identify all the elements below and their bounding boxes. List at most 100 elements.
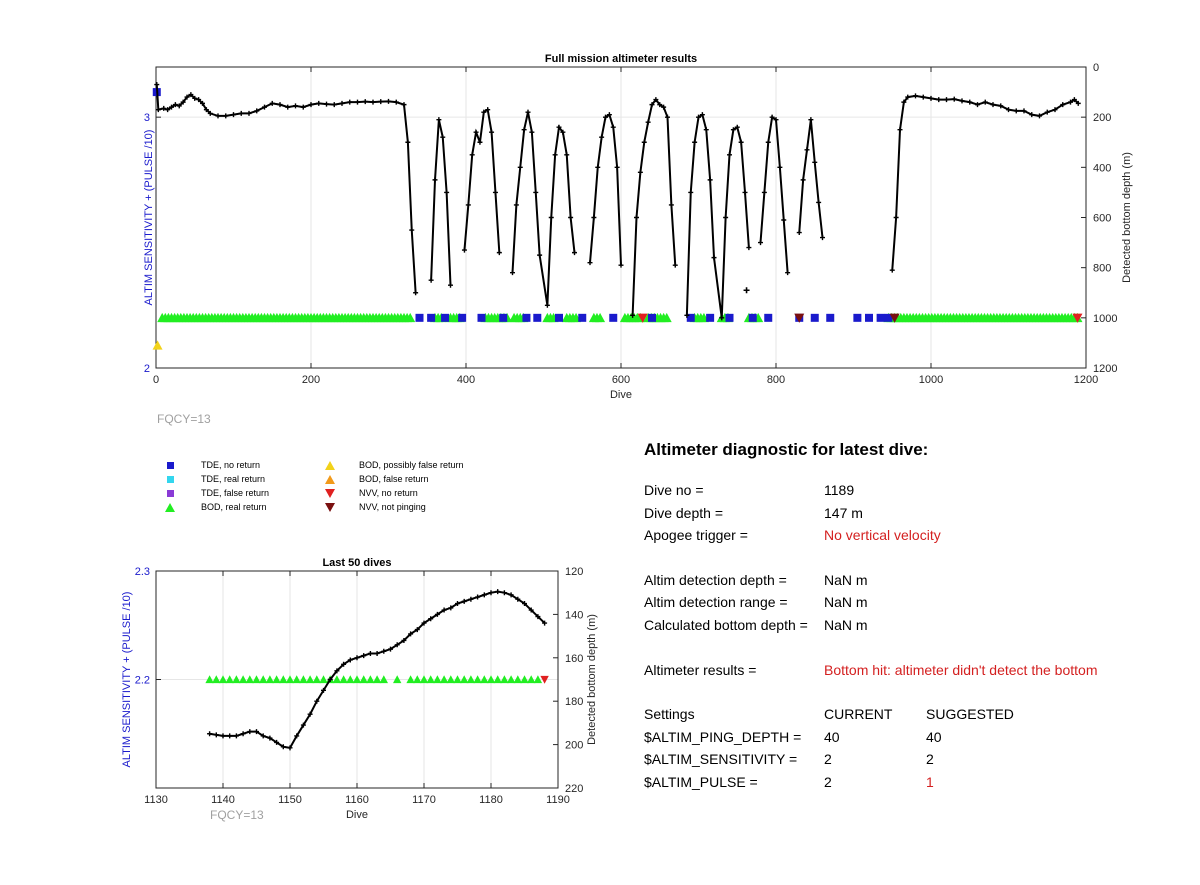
bottom-depth-point xyxy=(1071,97,1077,103)
bottom-depth-point xyxy=(781,217,787,223)
bottom-depth-point xyxy=(661,104,667,110)
sensitivity-label: $ALTIM_SENSITIVITY = xyxy=(644,751,798,768)
tde-no-return-marker xyxy=(648,313,656,322)
bottom-depth-point xyxy=(393,99,399,105)
bod-real-return-marker xyxy=(352,675,362,684)
settings-label: Settings xyxy=(644,706,695,723)
bottom-depth-point xyxy=(525,109,531,115)
bottom-depth-point xyxy=(777,164,783,170)
nvv-no-return-marker xyxy=(637,313,648,323)
bod-real-return-marker xyxy=(259,675,268,684)
bottom-depth-point xyxy=(434,611,440,617)
bottom-depth-point xyxy=(341,661,347,667)
x-axis-label: Dive xyxy=(610,389,632,401)
bod-real-return-marker xyxy=(500,675,509,684)
bottom-depth-point xyxy=(542,620,548,626)
bottom-depth-point xyxy=(169,104,174,110)
bottom-depth-point xyxy=(808,117,814,123)
bod-real-return-marker xyxy=(506,675,516,684)
bottom-depth-point xyxy=(501,590,507,596)
bottom-depth-point xyxy=(461,598,467,604)
y2-tick-label: 220 xyxy=(565,783,583,795)
bottom-depth-point xyxy=(1037,113,1042,119)
bottom-depth-point xyxy=(544,302,550,308)
bottom-depth-point xyxy=(568,215,574,220)
tde-no-return-marker xyxy=(499,313,508,322)
bottom-depth-line xyxy=(463,107,501,253)
bottom-depth-point xyxy=(362,99,368,105)
bottom-depth-point xyxy=(804,147,810,153)
bottom-depth-line xyxy=(209,590,546,749)
bottom-depth-point xyxy=(535,614,541,620)
x-tick-label: 1140 xyxy=(211,794,235,806)
legend-label: BOD, false return xyxy=(359,474,429,484)
bottom-depth-point xyxy=(537,252,543,258)
dive-no-label: Dive no = xyxy=(644,482,704,498)
x-tick-label: 0 xyxy=(153,374,159,386)
bottom-depth-point xyxy=(522,601,527,607)
y2-tick-label: 1000 xyxy=(1093,313,1117,325)
bottom-depth-point xyxy=(517,164,523,170)
bottom-depth-point xyxy=(308,102,314,108)
bod-real-return-marker xyxy=(466,675,476,684)
bottom-depth-point xyxy=(707,177,713,183)
bottom-depth-point xyxy=(413,290,419,296)
bottom-depth-point xyxy=(742,189,748,195)
bottom-depth-point xyxy=(260,733,266,739)
bottom-depth-point xyxy=(254,729,259,735)
tde-no-return-marker xyxy=(876,313,885,322)
tde-no-return-marker xyxy=(764,313,773,322)
pulse-label: $ALTIM_PULSE = xyxy=(644,773,758,790)
detect-range-value: NaN m xyxy=(824,594,868,611)
bottom-depth-point xyxy=(634,215,639,220)
bottom-depth-point xyxy=(247,729,253,735)
bottom-depth-point xyxy=(285,104,291,110)
bod-real-return-marker xyxy=(379,675,388,684)
bottom-depth-point xyxy=(703,127,709,133)
bottom-depth-point xyxy=(428,277,434,283)
tde-no-return-marker xyxy=(533,313,542,322)
bottom-depth-point xyxy=(785,270,791,276)
y-tick-label: 2.2 xyxy=(135,675,150,687)
bottom-depth-point xyxy=(180,99,186,105)
bottom-depth-point xyxy=(468,596,474,602)
legend-marker-nvv-no-return xyxy=(325,489,335,498)
bottom-depth-point xyxy=(324,101,329,107)
tde-no-return-marker xyxy=(686,313,695,322)
bottom-depth-point xyxy=(448,282,453,288)
bottom-depth-point xyxy=(334,668,340,674)
diagnostic-panel: Altimeter diagnostic for latest dive: Di… xyxy=(644,440,1184,797)
bottom-depth-point xyxy=(461,247,467,253)
bottom-depth-point xyxy=(492,189,498,195)
bottom-depth-point xyxy=(327,677,333,682)
bottom-depth-point xyxy=(184,94,190,100)
bottom-depth-point xyxy=(213,732,219,738)
bottom-depth-line xyxy=(631,97,677,316)
bottom-depth-point xyxy=(587,260,593,266)
bottom-depth-point xyxy=(1075,100,1081,106)
bottom-depth-point xyxy=(533,189,539,195)
legend-label: TDE, no return xyxy=(201,460,261,470)
nvv-not-pinging-marker xyxy=(889,313,900,323)
bottom-depth-point xyxy=(215,113,221,119)
bottom-depth-point xyxy=(529,129,535,135)
bottom-depth-point xyxy=(696,114,701,120)
bottom-depth-point xyxy=(485,107,491,113)
bottom-depth-point xyxy=(920,94,926,100)
tde-no-return-marker xyxy=(578,313,587,322)
bottom-depth-point xyxy=(207,731,213,737)
y2-tick-label: 0 xyxy=(1093,62,1099,74)
y2-tick-label: 400 xyxy=(1093,162,1111,174)
bottom-depth-point xyxy=(321,687,326,693)
bottom-depth-point xyxy=(1060,102,1066,108)
bottom-depth-point xyxy=(560,129,566,135)
pulse-current: 2 xyxy=(824,773,832,790)
bottom-depth-point xyxy=(240,731,246,737)
bod-real-return-marker xyxy=(473,675,482,684)
bottom-depth-point xyxy=(414,627,420,633)
y2-tick-label: 200 xyxy=(565,740,583,752)
bottom-depth-point xyxy=(975,102,980,108)
bod-real-return-marker xyxy=(238,675,248,684)
bottom-depth-point xyxy=(897,127,903,133)
bod-real-return-marker xyxy=(265,675,275,684)
